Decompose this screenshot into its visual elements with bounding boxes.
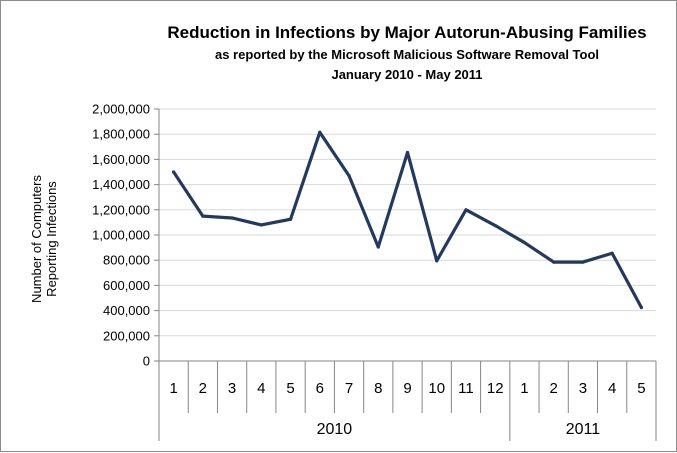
data-point — [318, 130, 322, 134]
data-point — [230, 216, 234, 220]
y-axis-title-line2: Reporting Infections — [44, 181, 59, 297]
y-tick-label: 2,000,000 — [92, 102, 150, 117]
y-axis-title-line1: Number of Computers — [29, 175, 44, 303]
y-tick-label: 600,000 — [103, 278, 150, 293]
x-category-label: 3 — [228, 380, 236, 397]
data-point — [201, 214, 205, 218]
chart-subtitle-line1: as reported by the Microsoft Malicious S… — [215, 47, 599, 62]
data-point — [552, 260, 556, 264]
x-category-label: 1 — [169, 380, 177, 397]
data-point — [581, 260, 585, 264]
series-line — [172, 130, 643, 310]
x-category-label: 9 — [403, 380, 411, 397]
data-point — [464, 208, 468, 212]
x-category-label: 10 — [428, 380, 445, 397]
x-category-label: 6 — [316, 380, 324, 397]
x-group-label: 2010 — [317, 421, 353, 438]
x-category-label: 8 — [374, 380, 382, 397]
data-point — [639, 305, 643, 310]
y-tick-label: 1,200,000 — [92, 202, 150, 217]
series-group — [172, 130, 643, 310]
data-point — [259, 223, 263, 227]
data-point — [522, 240, 527, 245]
data-point — [435, 259, 439, 263]
data-point — [288, 217, 293, 221]
x-group-label: 2011 — [566, 421, 601, 438]
x-category-label: 2 — [550, 380, 558, 397]
y-tick-label: 400,000 — [103, 303, 150, 318]
y-tick-label: 800,000 — [103, 253, 150, 268]
x-category-label: 4 — [257, 380, 265, 397]
y-tick-label: 1,800,000 — [92, 127, 150, 142]
x-category-label: 5 — [286, 380, 294, 397]
x-category-label: 3 — [579, 380, 587, 397]
chart-subtitle-line2: January 2010 - May 2011 — [331, 67, 482, 82]
x-category-label: 4 — [608, 380, 616, 397]
x-category-label: 12 — [487, 380, 504, 397]
x-category-label: 7 — [345, 380, 353, 397]
axes — [154, 108, 657, 441]
y-tick-label: 0 — [143, 354, 150, 369]
y-tick-label: 1,600,000 — [92, 152, 150, 167]
y-axis-ticks: 0 200,000 400,000 600,000 800,000 1,000,000 1,… — [92, 102, 150, 369]
data-point — [347, 174, 351, 178]
x-category-label: 1 — [520, 380, 528, 397]
gridlines — [159, 108, 656, 337]
y-tick-label: 1,400,000 — [92, 177, 150, 192]
data-point — [405, 150, 410, 155]
data-point — [493, 223, 497, 228]
y-tick-label: 200,000 — [103, 328, 150, 343]
data-point — [376, 245, 380, 249]
data-point — [610, 251, 614, 255]
x-category-label: 11 — [458, 380, 474, 397]
y-axis-title: Number of Computers Reporting Infections — [29, 175, 59, 303]
x-category-label: 2 — [199, 380, 207, 397]
x-category-label: 5 — [637, 380, 645, 397]
chart-title: Reduction in Infections by Major Autorun… — [167, 23, 646, 42]
y-tick-label: 1,000,000 — [92, 228, 150, 243]
data-point — [172, 170, 176, 174]
